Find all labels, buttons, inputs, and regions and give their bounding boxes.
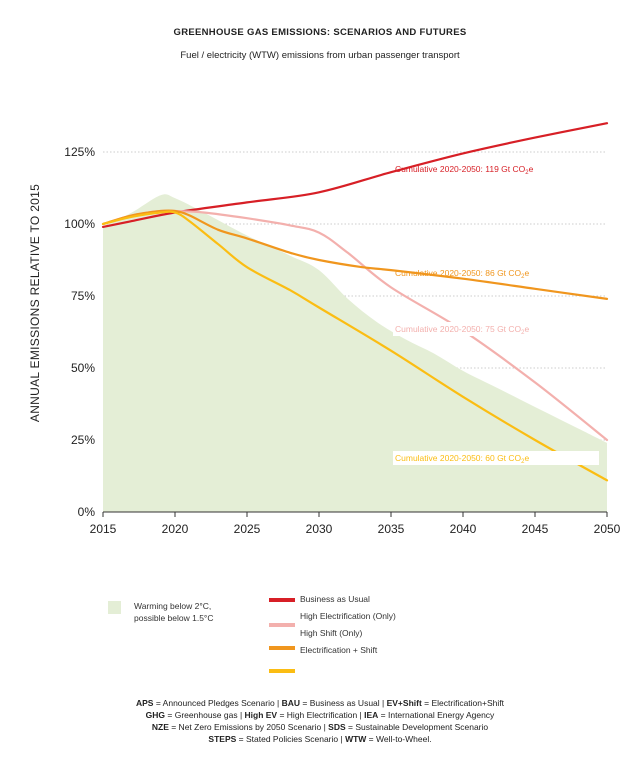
x-tick-label: 2020 — [162, 522, 189, 536]
glossary-line-2: GHG = Greenhouse gas | High EV = High El… — [0, 709, 640, 721]
annotation-high-shift-cumulative: Cumulative 2020-2050: 86 Gt CO2e — [395, 268, 530, 280]
glossary-definition: = Business as Usual | — [300, 698, 387, 708]
glossary-line-4: STEPS = Stated Policies Scenario | WTW =… — [0, 733, 640, 745]
y-tick-label: 75% — [71, 289, 95, 303]
glossary-definition: = Well-to-Wheel. — [366, 734, 432, 744]
chart-subtitle: Fuel / electricity (WTW) emissions from … — [180, 50, 460, 61]
y-axis-title: ANNUAL EMISSIONS RELATIVE TO 2015 — [28, 184, 42, 422]
glossary-definition: = Net Zero Emissions by 2050 Scenario | — [168, 722, 329, 732]
series-layer — [101, 122, 609, 482]
chart-title: GREENHOUSE GAS EMISSIONS: SCENARIOS AND … — [173, 27, 467, 38]
x-tick-label: 2045 — [522, 522, 549, 536]
legend-area-line-2: possible below 1.5°C — [134, 613, 214, 623]
legend-area-line-1: Warming below 2°C, — [134, 601, 212, 611]
annotation-ev-shift-cumulative: Cumulative 2020-2050: 60 Gt CO2e — [395, 453, 530, 465]
x-tick-label: 2030 — [306, 522, 333, 536]
x-tick-label: 2025 — [234, 522, 261, 536]
area-layer — [103, 194, 607, 512]
x-tick-label: 2050 — [594, 522, 621, 536]
glossary-term: BAU — [281, 698, 301, 708]
x-tick-label: 2015 — [90, 522, 117, 536]
legend-label-warming-area: Warming below 2°C, possible below 1.5°C — [134, 600, 213, 624]
glossary-definition: = High Electrification | — [277, 710, 365, 720]
y-tick-label: 100% — [64, 217, 95, 231]
axis-layer: 0% 25% 50% 75% 100% 125% 2015 2020 2025 2030 2035 2… — [28, 145, 621, 536]
glossary-term: APS — [135, 698, 154, 708]
y-tick-label: 0% — [78, 505, 96, 519]
legend-label-high-shift: High Shift (Only) — [300, 628, 363, 638]
glossary-term: EV+Shift — [386, 698, 422, 708]
annotation-high-electrification-cumulative: Cumulative 2020-2050: 75 Gt CO2e — [395, 324, 530, 336]
glossary-term: GHG — [145, 710, 166, 720]
series-line-bau — [101, 122, 609, 228]
series-line-electrification-shift — [101, 210, 609, 482]
glossary-definition: = Greenhouse gas | — [165, 710, 245, 720]
emissions-line-chart: Cumulative 2020-2050: 119 Gt CO2e Cumulat… — [28, 122, 621, 536]
glossary-line-1: APS = Announced Pledges Scenario | BAU =… — [0, 697, 640, 709]
legend-label-electrification-shift: Electrification + Shift — [300, 645, 378, 655]
glossary: APS = Announced Pledges Scenario | BAU =… — [0, 697, 640, 745]
legend-swatch-electrification-shift — [269, 669, 295, 673]
glossary-definition: = Announced Pledges Scenario | — [153, 698, 282, 708]
glossary-term: High EV — [244, 710, 278, 720]
legend-label-bau: Business as Usual — [300, 594, 370, 604]
series-line-high-shift — [101, 209, 609, 300]
legend-swatch-high-electrification — [269, 623, 295, 627]
glossary-definition: = Sustainable Development Scenario — [345, 722, 489, 732]
glossary-definition: = Electrification+Shift — [421, 698, 504, 708]
annotation-background — [393, 451, 599, 465]
y-tick-label: 25% — [71, 433, 95, 447]
glossary-definition: = Stated Policies Scenario | — [236, 734, 346, 744]
glossary-term: SDS — [328, 722, 346, 732]
annotation-bau-cumulative: Cumulative 2020-2050: 119 Gt CO2e — [395, 164, 534, 176]
warming-below-2c-area — [103, 194, 607, 512]
glossary-term: WTW — [345, 734, 367, 744]
glossary-definition: = International Energy Agency — [378, 710, 495, 720]
y-tick-label: 50% — [71, 361, 95, 375]
y-tick-label: 125% — [64, 145, 95, 159]
legend-swatch-warming-area — [108, 601, 121, 614]
x-tick-label: 2040 — [450, 522, 477, 536]
x-tick-label: 2035 — [378, 522, 405, 536]
glossary-term: IEA — [364, 710, 379, 720]
legend-swatch-bau — [269, 598, 295, 602]
annotation-background — [393, 322, 535, 336]
glossary-term: NZE — [151, 722, 169, 732]
glossary-term: STEPS — [208, 734, 237, 744]
legend: Warming below 2°C, possible below 1.5°C … — [0, 590, 640, 680]
glossary-line-3: NZE = Net Zero Emissions by 2050 Scenari… — [0, 721, 640, 733]
legend-label-high-electrification: High Electrification (Only) — [300, 611, 396, 621]
label-layer: Cumulative 2020-2050: 119 Gt CO2e Cumulat… — [393, 164, 599, 465]
legend-swatch-high-shift — [269, 646, 295, 650]
